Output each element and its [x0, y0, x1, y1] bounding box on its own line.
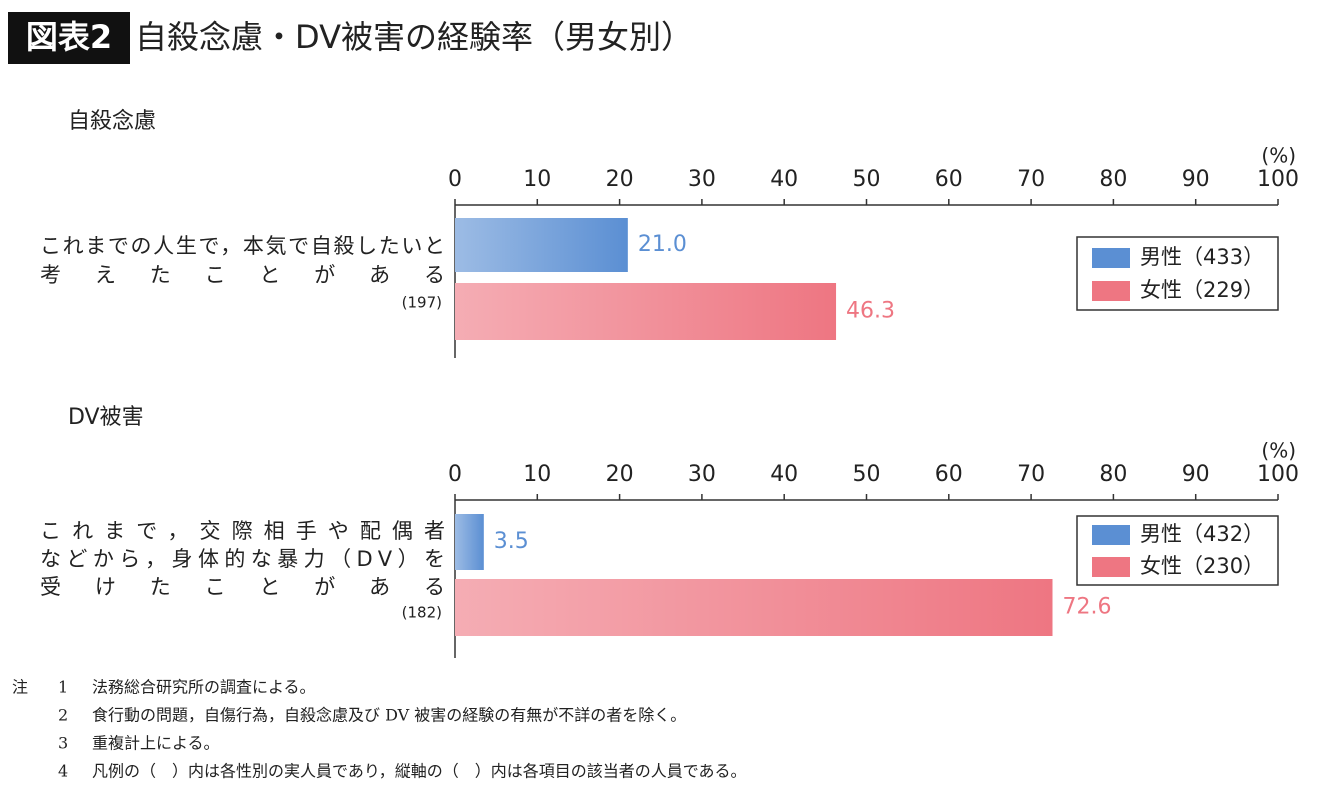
category-label: などから，身体的な暴力（DV）を: [40, 547, 445, 571]
value-label: 72.6: [1062, 595, 1111, 620]
x-tick-label: 80: [1099, 167, 1127, 192]
x-tick-label: 100: [1257, 462, 1299, 487]
note-text: 法務総合研究所の調査による。: [92, 678, 316, 697]
category-label: これまで，交際相手や配偶者: [40, 519, 445, 543]
bar-shade: [455, 579, 1053, 636]
note-text: 重複計上による。: [92, 734, 220, 753]
x-tick-label: 0: [448, 167, 462, 192]
x-tick-label: 60: [935, 462, 963, 487]
x-tick-label: 60: [935, 167, 963, 192]
note-number: 1: [58, 678, 68, 697]
chart-title: DV被害: [68, 405, 144, 430]
legend-box: [1076, 515, 1279, 586]
legend-swatch: [1092, 525, 1130, 545]
badge: 図表2: [26, 18, 112, 56]
x-tick-label: 100: [1257, 167, 1299, 192]
legend-label: 女性（229）: [1140, 278, 1264, 302]
bar-shade: [455, 218, 628, 272]
axis-unit: (%): [1261, 439, 1296, 463]
x-tick-label: 20: [606, 462, 634, 487]
x-tick-label: 10: [523, 462, 551, 487]
category-count: (197): [402, 294, 442, 312]
x-tick-label: 30: [688, 462, 716, 487]
chart-title: 自殺念慮: [68, 109, 156, 134]
legend-label: 男性（432）: [1140, 522, 1264, 546]
x-tick-label: 90: [1182, 462, 1210, 487]
note-number: 2: [58, 706, 68, 725]
value-label: 3.5: [494, 529, 529, 554]
note-text: 凡例の（ ）内は各性別の実人員であり，縦軸の（ ）内は各項目の該当者の人員である…: [92, 762, 747, 781]
x-tick-label: 50: [853, 167, 881, 192]
legend-swatch: [1092, 248, 1130, 268]
value-label: 46.3: [846, 299, 895, 324]
legend-box: [1076, 236, 1279, 311]
legend-label: 男性（433）: [1140, 245, 1264, 269]
x-tick-label: 70: [1017, 462, 1045, 487]
category-label: 受けたことがある: [40, 575, 445, 599]
badge-box: [8, 12, 130, 64]
category-count: (182): [402, 604, 442, 622]
bar-shade: [455, 514, 484, 570]
x-tick-label: 40: [770, 462, 798, 487]
page-title: 自殺念慮・DV被害の経験率（男女別）: [135, 18, 693, 56]
category-label: 考えたことがある: [40, 263, 445, 287]
legend-swatch: [1092, 281, 1130, 301]
x-tick-label: 30: [688, 167, 716, 192]
x-tick-label: 70: [1017, 167, 1045, 192]
x-tick-label: 10: [523, 167, 551, 192]
notes-label: 注: [12, 678, 28, 697]
value-label: 21.0: [638, 232, 687, 257]
legend-label: 女性（230）: [1140, 554, 1264, 578]
x-tick-label: 20: [606, 167, 634, 192]
axis-unit: (%): [1261, 144, 1296, 168]
x-tick-label: 0: [448, 462, 462, 487]
x-tick-label: 40: [770, 167, 798, 192]
legend-swatch: [1092, 557, 1130, 577]
note-number: 4: [58, 762, 68, 781]
x-tick-label: 90: [1182, 167, 1210, 192]
category-label: これまでの人生で，本気で自殺したいと: [40, 234, 445, 258]
note-number: 3: [58, 734, 68, 753]
x-tick-label: 80: [1099, 462, 1127, 487]
x-tick-label: 50: [853, 462, 881, 487]
note-text: 食行動の問題，自傷行為，自殺念慮及び DV 被害の経験の有無が不詳の者を除く。: [92, 706, 686, 725]
bar-shade: [455, 283, 837, 340]
